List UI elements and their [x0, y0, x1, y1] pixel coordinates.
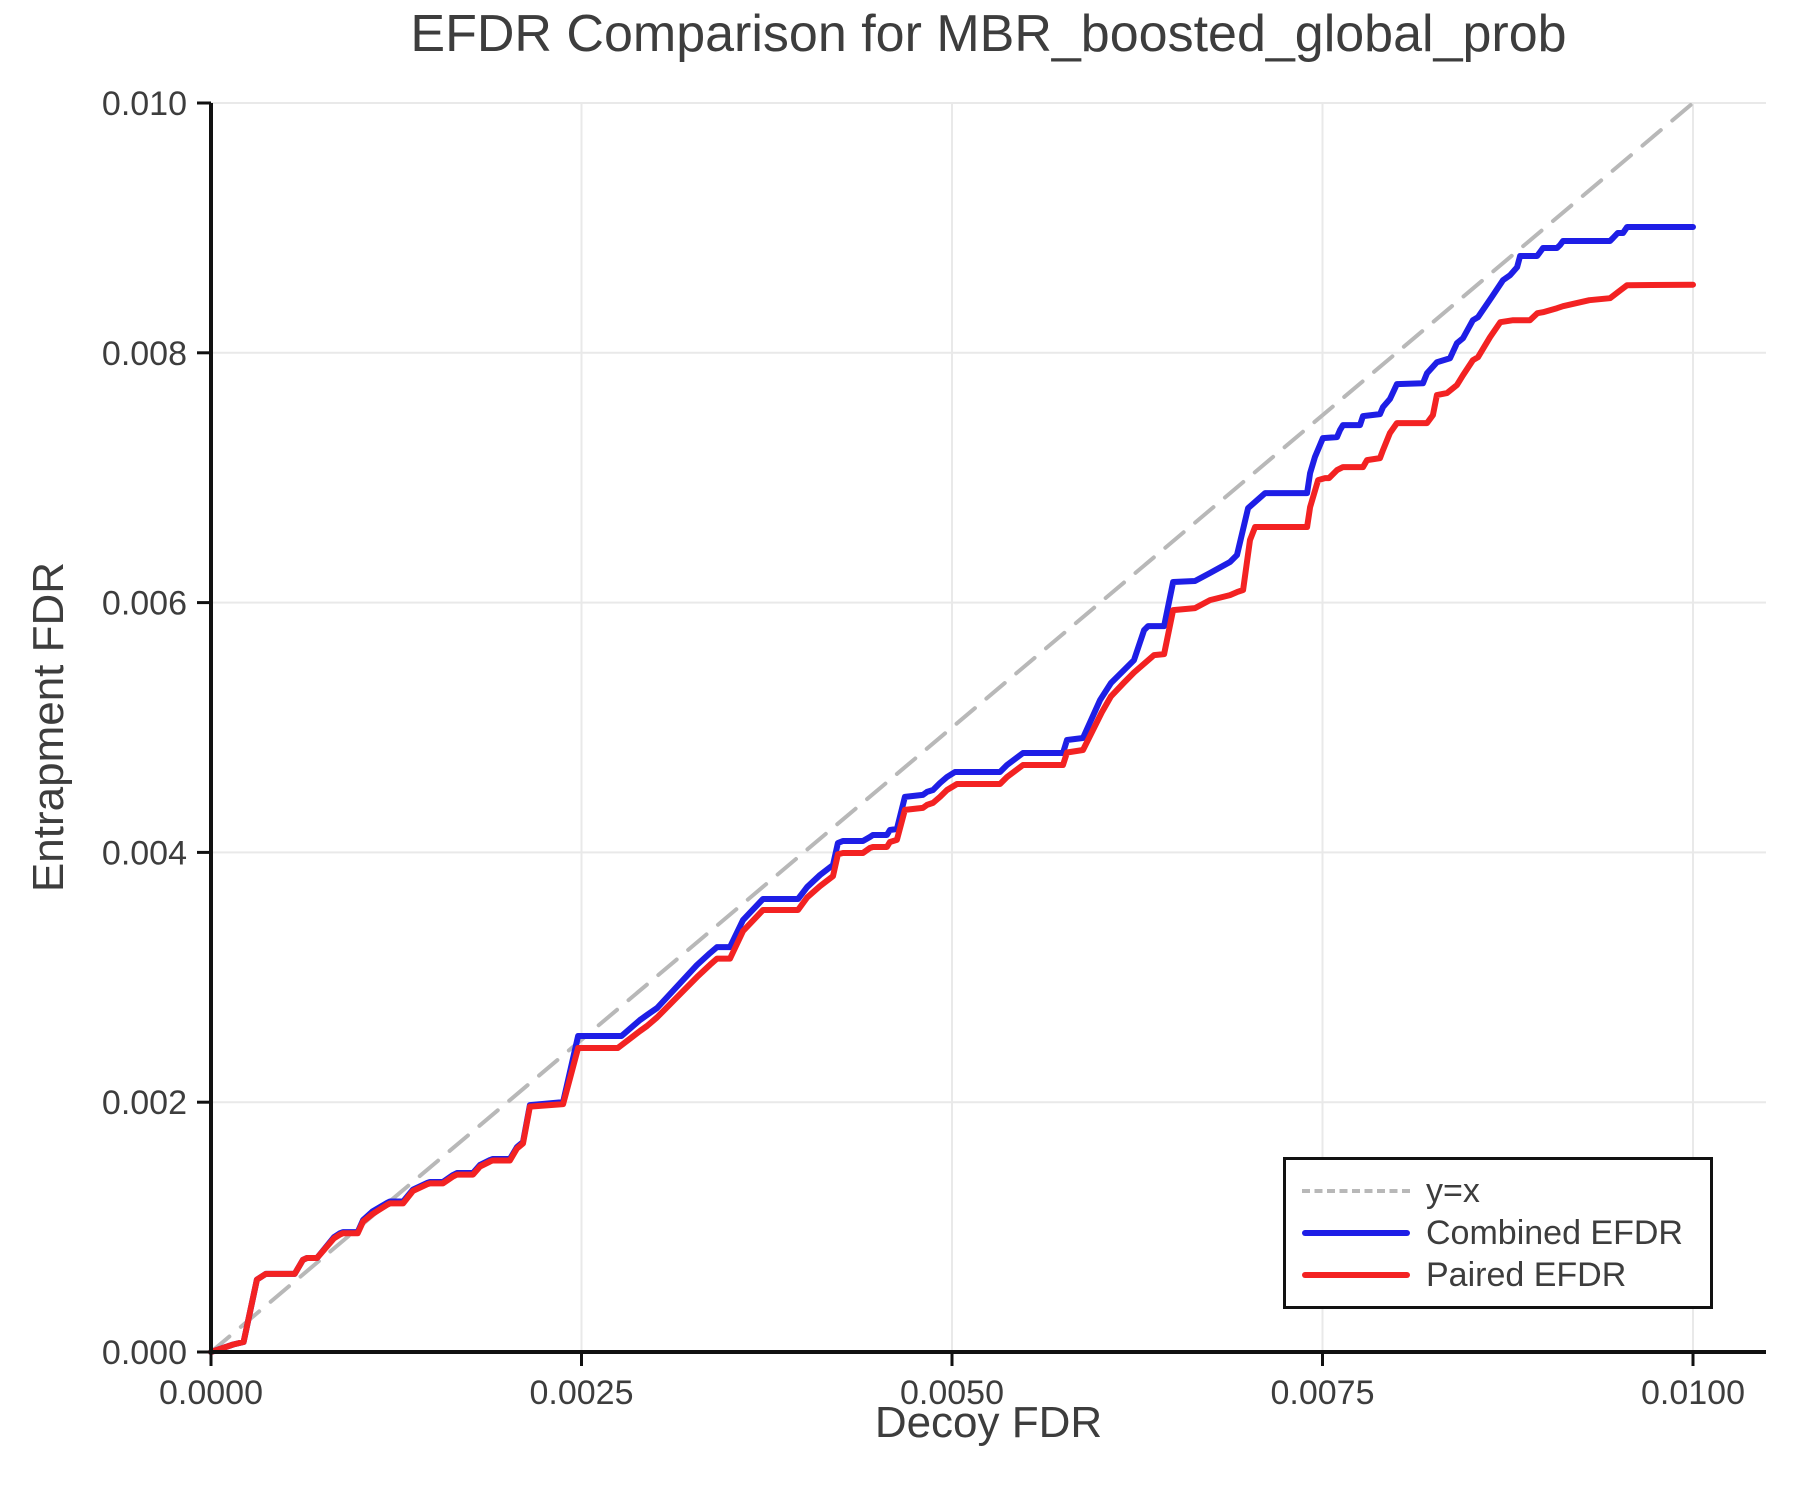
x-tick-label: 0.0050 — [900, 1374, 1004, 1412]
legend-entry-identity: y=x — [1286, 1172, 1710, 1210]
combined-line-sample-icon — [1302, 1230, 1410, 1236]
series-line-y-x — [209, 101, 1695, 1354]
y-axis-label: Entrapment FDR — [24, 561, 73, 893]
grid-layer — [210, 102, 1766, 1353]
x-axis-label: Decoy FDR — [874, 1398, 1103, 1447]
legend-label-paired: Paired EFDR — [1426, 1256, 1627, 1294]
y-tick-label: 0.002 — [102, 1084, 187, 1122]
axis-layer — [197, 101, 1766, 1366]
x-tick-label: 0.0075 — [1271, 1374, 1375, 1412]
legend-box: y=x Combined EFDR Paired EFDR — [1283, 1157, 1713, 1309]
y-tick-label: 0.006 — [102, 585, 187, 623]
chart-title: EFDR Comparison for MBR_boosted_global_p… — [410, 5, 1567, 63]
legend-entry-combined: Combined EFDR — [1286, 1214, 1710, 1252]
y-tick-label: 0.000 — [102, 1334, 187, 1372]
tick-label-layer: 0.0000 0.0025 0.0050 0.0075 0.0100 0.000 0.002… — [102, 85, 1745, 1412]
y-tick-label: 0.008 — [102, 335, 187, 373]
legend-label-identity: y=x — [1426, 1172, 1480, 1210]
series-line-paired-efdr — [208, 281, 1696, 1355]
x-tick-label: 0.0000 — [159, 1374, 263, 1412]
identity-line-sample-icon — [1302, 1189, 1410, 1193]
legend-label-combined: Combined EFDR — [1426, 1214, 1683, 1252]
paired-line-sample-icon — [1302, 1272, 1410, 1278]
series-layer — [208, 101, 1696, 1355]
y-tick-label: 0.010 — [102, 85, 187, 123]
x-tick-label: 0.0025 — [530, 1374, 634, 1412]
legend-entry-paired: Paired EFDR — [1286, 1256, 1710, 1294]
y-tick-label: 0.004 — [102, 834, 187, 872]
x-tick-label: 0.0100 — [1641, 1374, 1745, 1412]
